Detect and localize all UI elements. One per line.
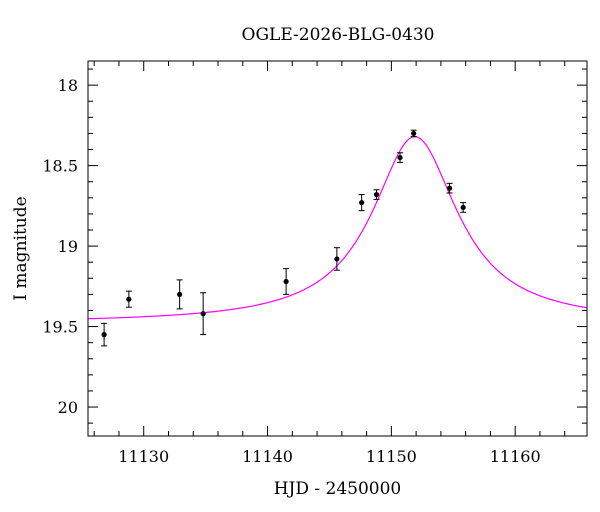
- data-point: [283, 268, 290, 295]
- data-point: [373, 189, 380, 200]
- y-tick-label: 18: [58, 76, 78, 95]
- x-axis-label: HJD - 2450000: [274, 479, 402, 499]
- axis-ticks: [88, 61, 587, 436]
- y-tick-label: 19: [58, 237, 78, 256]
- data-point: [446, 182, 453, 194]
- data-point: [101, 322, 108, 347]
- data-point: [125, 290, 132, 308]
- y-axis-label: I magnitude: [11, 196, 31, 300]
- data-point: [200, 292, 207, 336]
- data-point: [410, 129, 417, 138]
- data-point: [358, 194, 365, 212]
- point-marker: [359, 200, 365, 206]
- data-point: [460, 202, 467, 213]
- data-point: [397, 152, 404, 163]
- chart-title: OGLE-2026-BLG-0430: [242, 25, 435, 45]
- data-point: [333, 247, 340, 271]
- x-tick-label: 11140: [242, 447, 293, 466]
- tick-labels: 11130 11140 11150 11160 18 18.5 19 19.5 20: [42, 76, 540, 466]
- point-marker: [200, 311, 206, 317]
- y-tick-label: 18.5: [42, 157, 78, 176]
- point-marker: [101, 332, 107, 338]
- x-tick-label: 11160: [490, 447, 541, 466]
- x-tick-label: 11150: [366, 447, 417, 466]
- point-marker: [334, 256, 340, 262]
- model-layer: [87, 136, 588, 320]
- point-marker: [283, 278, 289, 285]
- point-marker: [373, 191, 380, 198]
- y-tick-label: 20: [58, 398, 78, 417]
- point-marker: [126, 296, 132, 302]
- point-marker: [460, 204, 466, 211]
- y-tick-label: 19.5: [42, 318, 78, 337]
- data-points: [101, 129, 467, 347]
- data-point: [176, 279, 183, 310]
- point-marker: [411, 130, 417, 137]
- plot-frame: [87, 60, 588, 437]
- x-tick-label: 11130: [118, 447, 169, 466]
- point-marker: [177, 291, 183, 297]
- point-marker: [446, 185, 453, 191]
- point-marker: [397, 154, 403, 161]
- model-curve: [87, 136, 588, 320]
